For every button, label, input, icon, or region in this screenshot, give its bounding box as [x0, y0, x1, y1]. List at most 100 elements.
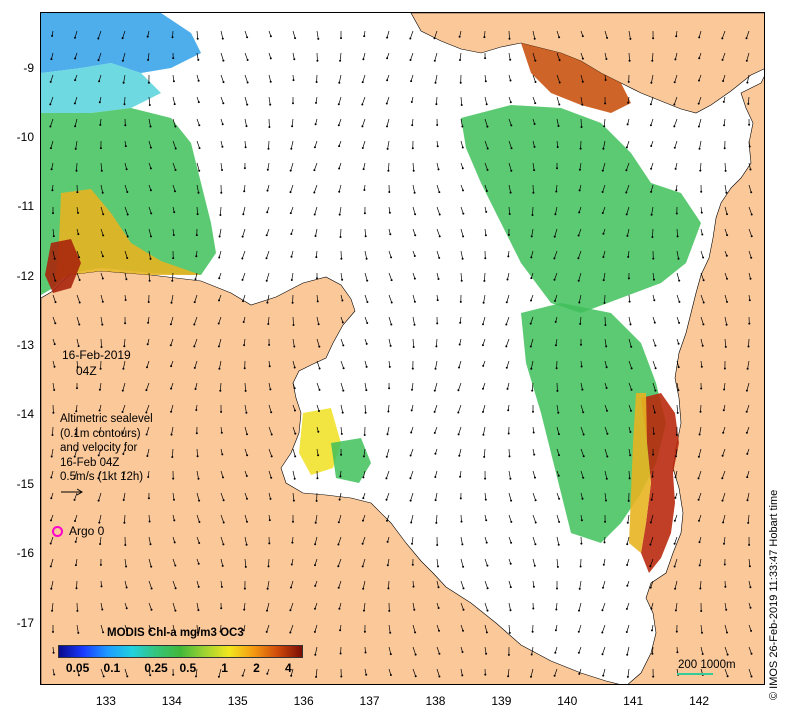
velocity-arrow: [148, 118, 151, 127]
velocity-arrow-head: [314, 543, 317, 546]
velocity-arrow: [314, 140, 318, 148]
velocity-arrow-head: [553, 257, 556, 260]
velocity-arrow-head: [339, 236, 342, 238]
velocity-arrow-head: [124, 544, 127, 546]
velocity-arrow: [409, 30, 414, 39]
velocity-arrow-head: [313, 191, 316, 194]
velocity-arrow-head: [699, 410, 702, 413]
velocity-arrow-head: [701, 631, 703, 634]
velocity-arrow-head: [580, 365, 583, 368]
velocity-arrow: [556, 492, 560, 499]
velocity-arrow-head: [554, 299, 556, 302]
velocity-arrow-head: [385, 477, 388, 480]
velocity-arrow: [171, 426, 174, 435]
velocity-arrow: [460, 602, 464, 610]
velocity-arrow-head: [341, 299, 344, 302]
velocity-arrow: [172, 30, 174, 38]
velocity-arrow: [530, 316, 534, 324]
velocity-arrow-head: [554, 213, 557, 216]
velocity-arrow-head: [150, 587, 153, 590]
velocity-arrow-head: [198, 147, 201, 150]
velocity-arrow: [652, 646, 654, 654]
velocity-arrow-head: [721, 37, 724, 40]
velocity-arrow-head: [362, 497, 365, 500]
velocity-arrow-head: [222, 59, 225, 62]
velocity-arrow-head: [747, 102, 750, 105]
velocity-arrow-head: [460, 520, 463, 523]
velocity-arrow-head: [604, 324, 607, 326]
velocity-arrow: [676, 360, 680, 368]
velocity-arrow-head: [50, 497, 53, 500]
velocity-arrow: [603, 118, 606, 127]
velocity-arrow-head: [246, 81, 249, 84]
velocity-arrow: [243, 338, 246, 346]
velocity-arrow-head: [459, 300, 462, 303]
velocity-arrow: [51, 602, 54, 611]
velocity-arrow: [172, 228, 175, 236]
velocity-arrow: [314, 624, 318, 633]
velocity-arrow: [458, 360, 462, 368]
velocity-arrow-head: [98, 521, 101, 524]
velocity-arrow-head: [148, 104, 151, 106]
colorbar-tick-label: 0.25: [144, 661, 168, 675]
velocity-arrow: [244, 30, 248, 38]
velocity-arrow-head: [602, 256, 605, 258]
velocity-arrow: [460, 96, 463, 106]
velocity-arrow: [196, 536, 200, 544]
velocity-arrow-head: [626, 234, 629, 237]
velocity-arrow: [220, 514, 225, 523]
velocity-arrow: [507, 272, 510, 280]
velocity-arrow: [484, 492, 487, 500]
velocity-arrow-head: [602, 563, 605, 566]
velocity-arrow-head: [148, 279, 151, 282]
velocity-arrow-head: [268, 542, 271, 545]
velocity-arrow: [316, 382, 320, 391]
velocity-arrow-head: [198, 124, 201, 127]
velocity-arrow: [124, 250, 128, 259]
velocity-arrow-head: [462, 565, 465, 568]
velocity-arrow-head: [267, 565, 270, 568]
velocity-arrow: [340, 228, 342, 238]
velocity-arrow-head: [554, 344, 557, 347]
velocity-arrow: [508, 448, 510, 457]
velocity-arrow-head: [653, 321, 656, 324]
velocity-arrow: [652, 382, 656, 391]
velocity-arrow-head: [533, 564, 536, 567]
velocity-arrow-head: [506, 278, 509, 281]
velocity-arrow-head: [509, 586, 512, 589]
velocity-arrow-head: [241, 278, 244, 281]
velocity-arrow-head: [650, 190, 653, 193]
velocity-arrow: [99, 382, 102, 390]
velocity-arrow-head: [604, 79, 607, 81]
velocity-arrow-head: [361, 565, 364, 568]
colorbar-tick-label: 0.1: [103, 661, 121, 675]
velocity-arrow-head: [556, 565, 559, 568]
velocity-arrow-head: [362, 455, 365, 458]
velocity-arrow-head: [748, 565, 751, 568]
velocity-arrow-head: [725, 254, 728, 257]
velocity-arrow-head: [220, 191, 223, 194]
velocity-arrow-head: [438, 629, 440, 632]
velocity-arrow: [220, 558, 224, 566]
velocity-arrow-head: [102, 213, 105, 216]
velocity-arrow: [554, 250, 558, 259]
velocity-arrow-head: [677, 389, 680, 392]
velocity-arrow-head: [627, 80, 630, 83]
velocity-arrow: [554, 668, 558, 676]
velocity-arrow-head: [101, 608, 104, 611]
velocity-arrow: [362, 140, 366, 149]
velocity-arrow: [721, 30, 726, 39]
velocity-arrow: [364, 382, 367, 391]
velocity-arrow-head: [410, 431, 413, 434]
velocity-arrow: [267, 162, 270, 170]
velocity-arrow-head: [388, 365, 391, 368]
velocity-arrow: [604, 360, 607, 368]
velocity-arrow-head: [221, 123, 224, 126]
velocity-arrow-head: [533, 123, 536, 125]
velocity-arrow: [626, 602, 630, 610]
velocity-arrow: [412, 646, 416, 655]
velocity-arrow-head: [147, 476, 150, 478]
velocity-arrow-head: [723, 367, 726, 370]
velocity-arrow: [460, 228, 464, 237]
map-panel[interactable]: [40, 12, 765, 685]
